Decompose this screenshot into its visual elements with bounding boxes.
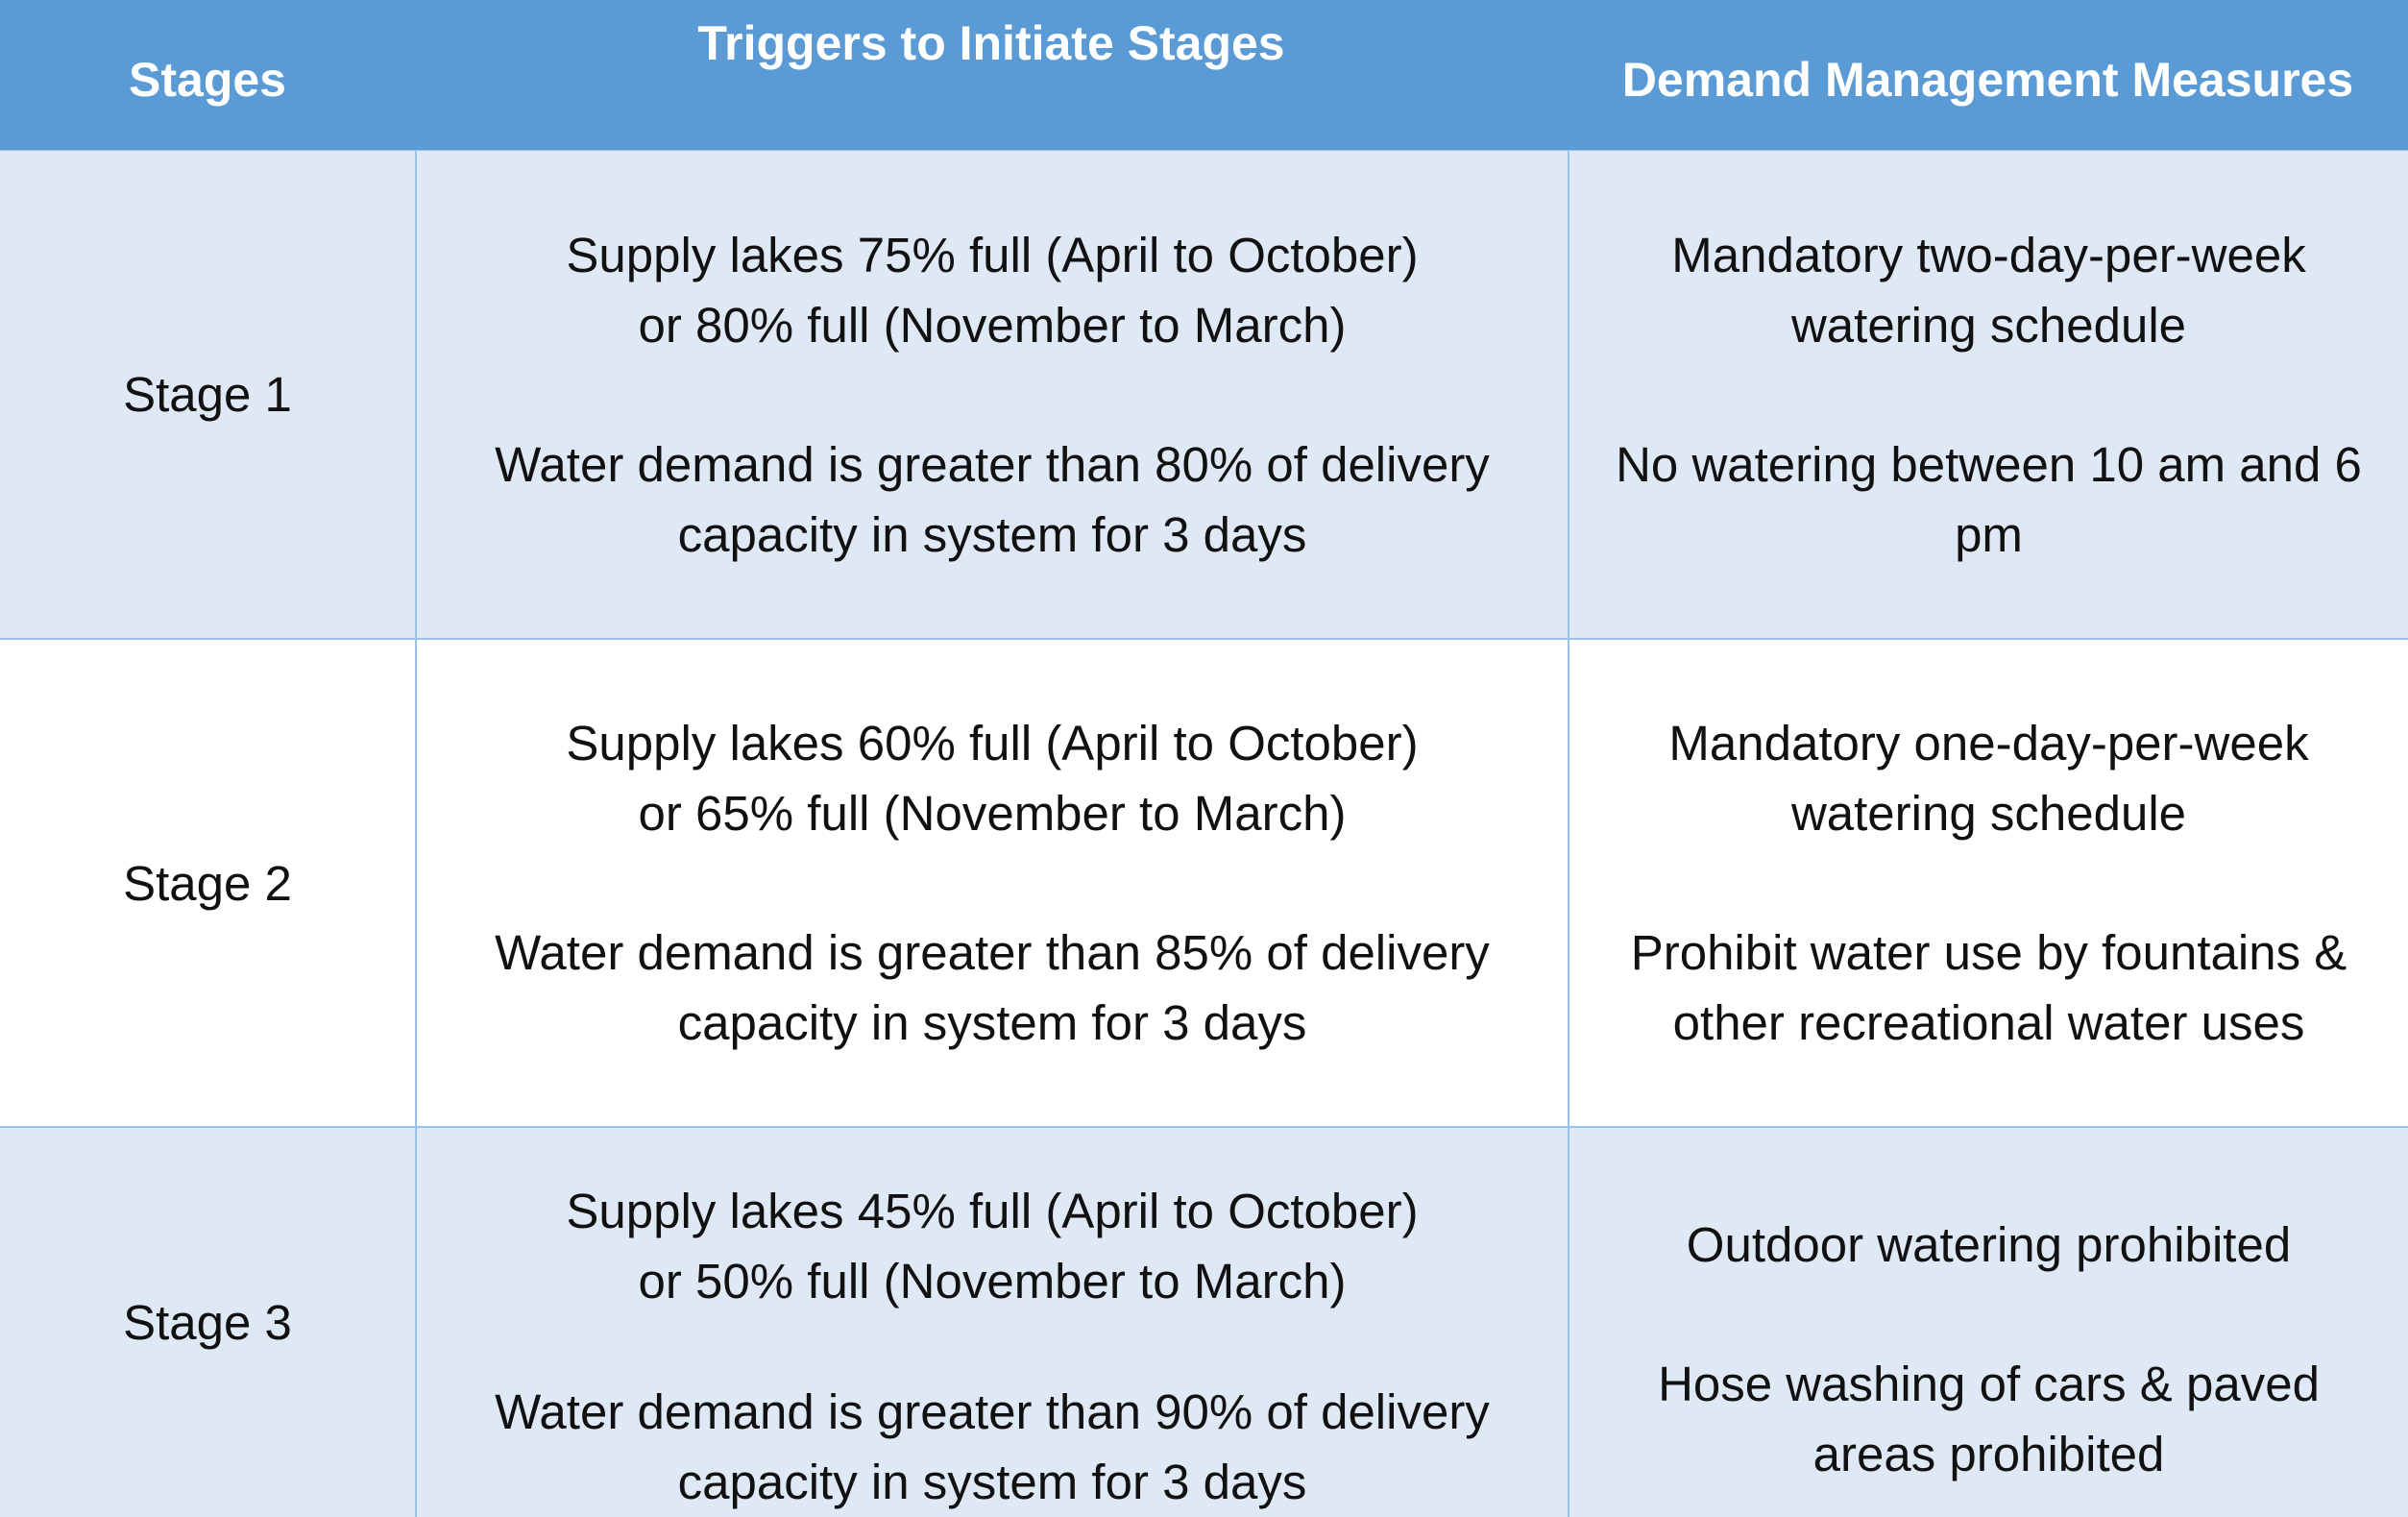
measure-text: Hose washing of cars & paved areas prohi… xyxy=(1658,1357,2320,1481)
trigger-text: Water demand is greater than 85% of deli… xyxy=(495,925,1490,1050)
measures-cell: Mandatory one-day-per-week watering sche… xyxy=(1568,640,2408,1126)
trigger-text: Water demand is greater than 90% of deli… xyxy=(495,1384,1490,1509)
measure-text: No watering between 10 am and 6 pm xyxy=(1616,436,2362,562)
table-row: Stage 1 Supply lakes 75% full (April to … xyxy=(0,150,2408,638)
triggers-cell: Supply lakes 75% full (April to October)… xyxy=(415,151,1568,638)
measure-text: Mandatory one-day-per-week watering sche… xyxy=(1668,716,2309,841)
table-row: Stage 2 Supply lakes 60% full (April to … xyxy=(0,638,2408,1126)
header-measures: Demand Management Measures xyxy=(1621,53,2354,107)
stage-cell: Stage 2 xyxy=(0,640,415,1126)
trigger-text: Supply lakes 75% full (April to October)… xyxy=(566,227,1419,353)
stage-label: Stage 2 xyxy=(123,855,292,911)
header-stages: Stages xyxy=(129,53,286,107)
stage-cell: Stage 1 xyxy=(0,151,415,638)
trigger-text: Supply lakes 45% full (April to October)… xyxy=(566,1184,1419,1309)
stage-cell: Stage 3 xyxy=(0,1128,415,1517)
stage-label: Stage 3 xyxy=(123,1295,292,1350)
measures-cell: Outdoor watering prohibited Hose washing… xyxy=(1568,1128,2408,1517)
table-row: Stage 3 Supply lakes 45% full (April to … xyxy=(0,1126,2408,1517)
triggers-cell: Supply lakes 60% full (April to October)… xyxy=(415,640,1568,1126)
measure-text: Mandatory two-day-per-week watering sche… xyxy=(1671,227,2306,353)
trigger-text: Supply lakes 60% full (April to October)… xyxy=(566,716,1419,841)
trigger-text: Water demand is greater than 80% of deli… xyxy=(495,436,1490,562)
measure-text: Outdoor watering prohibited xyxy=(1686,1217,2292,1272)
stage-label: Stage 1 xyxy=(123,367,292,422)
measure-text: Prohibit water use by fountains & other … xyxy=(1630,925,2347,1050)
measures-cell: Mandatory two-day-per-week watering sche… xyxy=(1568,151,2408,638)
header-triggers: Triggers to Initiate Stages xyxy=(697,16,1285,70)
triggers-cell: Supply lakes 45% full (April to October)… xyxy=(415,1128,1568,1517)
table-header-row: Stages Triggers to Initiate Stages Deman… xyxy=(0,0,2408,150)
